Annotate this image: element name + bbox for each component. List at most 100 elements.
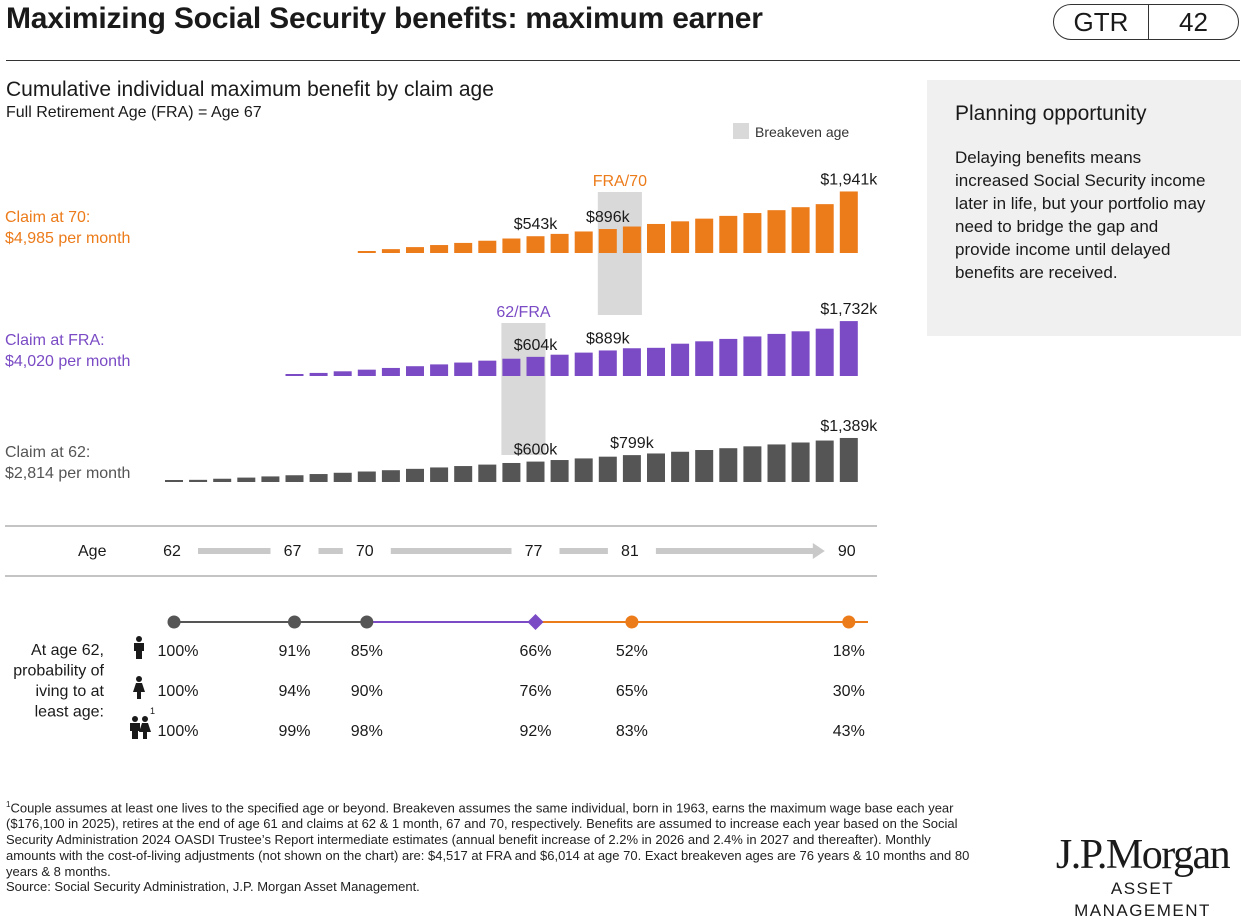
bar xyxy=(719,448,738,482)
bar xyxy=(574,231,593,253)
age-arrow-segment xyxy=(559,548,608,554)
title-divider xyxy=(6,60,1240,61)
couple-superscript: 1 xyxy=(150,706,155,716)
age-tick-label: 62 xyxy=(163,543,181,560)
survival-value: 85% xyxy=(351,643,383,660)
bar xyxy=(381,470,400,482)
bar xyxy=(622,226,641,253)
age-arrow-head xyxy=(812,543,825,559)
bar xyxy=(502,462,521,482)
bar xyxy=(695,450,714,482)
footnote-source: Source: Social Security Administration, … xyxy=(6,879,420,895)
bar xyxy=(815,440,834,482)
bar xyxy=(357,471,376,482)
bar xyxy=(213,478,232,482)
survival-value: 100% xyxy=(158,643,199,660)
breakeven-band xyxy=(597,192,642,315)
bar xyxy=(815,328,834,376)
bar xyxy=(381,249,400,253)
survival-value: 99% xyxy=(278,723,310,740)
age-tick-label: 77 xyxy=(525,543,543,560)
page-title: Maximizing Social Security benefits: max… xyxy=(6,2,763,35)
survival-value: 98% xyxy=(351,723,383,740)
bar xyxy=(598,350,617,376)
bar xyxy=(526,356,545,376)
age-tick-label: 70 xyxy=(356,543,374,560)
survival-value: 43% xyxy=(833,723,865,740)
bar xyxy=(285,374,304,376)
timeline-marker xyxy=(625,615,639,629)
female-icon xyxy=(133,676,145,699)
age-arrow-segment xyxy=(390,548,512,554)
breakeven-band-label: FRA/70 xyxy=(593,173,647,190)
bar xyxy=(647,223,665,253)
bar xyxy=(478,240,497,253)
survival-value: 100% xyxy=(158,723,199,740)
bar xyxy=(406,247,424,253)
footnote: 1Couple assumes at least one lives to th… xyxy=(6,797,981,895)
bar xyxy=(261,476,280,482)
bar xyxy=(478,360,497,376)
page-badge: GTR 42 xyxy=(1053,4,1239,40)
logo-wordmark: J.P.Morgan xyxy=(1055,832,1231,878)
series-name: Claim at FRA: xyxy=(5,332,105,349)
bar xyxy=(165,480,183,482)
survival-value: 65% xyxy=(616,683,648,700)
breakeven-chart: FRA/70 62/FRA Breakeven age Claim at 70: $4,… xyxy=(5,123,878,740)
footnote-superscript: 1 xyxy=(6,800,11,809)
bar xyxy=(791,207,810,253)
bar xyxy=(791,442,810,482)
bar xyxy=(333,371,352,376)
survival-value: 90% xyxy=(351,683,383,700)
data-label: $604k xyxy=(514,337,559,354)
survival-value: 83% xyxy=(616,723,648,740)
bar xyxy=(671,221,690,253)
survival-value: 66% xyxy=(519,643,551,660)
bar xyxy=(695,341,714,376)
age-tick-label: 90 xyxy=(838,543,856,560)
series-monthly-amount: $4,985 per month xyxy=(5,230,130,247)
bar xyxy=(815,204,834,253)
age-arrow-segment xyxy=(655,548,815,554)
bar xyxy=(719,338,738,376)
bar xyxy=(357,369,376,376)
timeline-marker xyxy=(167,615,181,629)
bar xyxy=(598,456,617,482)
data-label: $543k xyxy=(514,216,559,233)
bar xyxy=(285,475,304,482)
bar xyxy=(406,366,424,376)
bar xyxy=(767,444,786,482)
age-arrow-segment xyxy=(198,548,271,554)
badge-label: GTR xyxy=(1054,5,1149,39)
timeline-marker xyxy=(842,615,856,629)
bar xyxy=(574,352,593,376)
chart-title: Cumulative individual maximum benefit by… xyxy=(6,78,494,101)
series-monthly-amount: $4,020 per month xyxy=(5,353,130,370)
legend-label: Breakeven age xyxy=(755,124,849,140)
survival-value: 100% xyxy=(158,683,199,700)
panel-body: Delaying benefits means increased Social… xyxy=(955,148,1206,282)
bar xyxy=(695,218,714,253)
survival-label-line: probability of xyxy=(13,663,104,680)
survival-label-line: At age 62, xyxy=(31,642,104,659)
survival-value: 52% xyxy=(616,643,648,660)
bar xyxy=(406,468,424,482)
bar xyxy=(430,467,449,482)
survival-value: 18% xyxy=(833,643,865,660)
bar xyxy=(454,362,473,376)
data-label: $889k xyxy=(586,330,631,347)
timeline-marker xyxy=(360,615,374,629)
data-label: $1,389k xyxy=(820,418,878,435)
timeline-marker xyxy=(527,614,544,630)
breakeven-band xyxy=(501,323,546,455)
survival-value: 92% xyxy=(519,723,551,740)
panel-title: Planning opportunity xyxy=(955,102,1147,125)
bar xyxy=(743,446,762,482)
bar xyxy=(550,233,569,253)
bar xyxy=(237,477,256,482)
bar xyxy=(309,474,328,482)
page-number: 42 xyxy=(1179,6,1208,37)
bar xyxy=(839,191,858,253)
survival-label-line: least age: xyxy=(35,704,104,721)
bar xyxy=(622,455,641,482)
